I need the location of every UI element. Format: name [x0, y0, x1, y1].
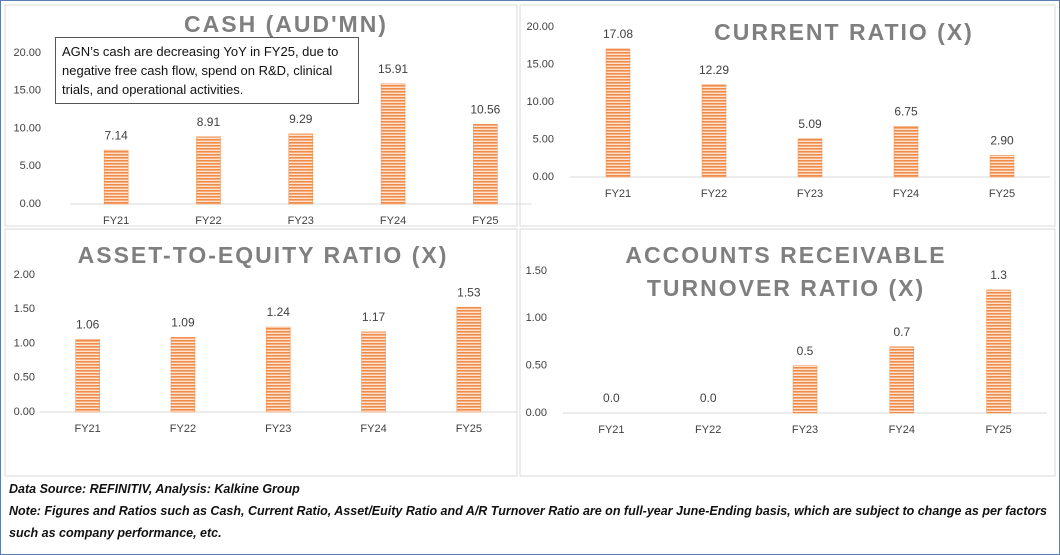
data-label: 2.90 [990, 133, 1014, 147]
panel [519, 4, 1056, 227]
data-label: 0.7 [893, 325, 910, 339]
y-tick-label: 15.00 [526, 58, 554, 70]
bar [792, 365, 818, 414]
bar [196, 136, 221, 205]
y-tick-label: 15.00 [13, 85, 41, 97]
y-tick-label: 20.00 [526, 21, 554, 33]
x-tick-label: FY24 [889, 424, 915, 436]
data-label: 0.0 [603, 391, 620, 405]
y-tick-label: 5.00 [20, 160, 41, 172]
data-label: 0.5 [797, 344, 814, 358]
x-tick-label: FY22 [695, 424, 721, 436]
bar [986, 289, 1011, 414]
data-label: 1.09 [171, 316, 195, 330]
y-tick-label: 0.00 [20, 198, 41, 210]
bar [103, 149, 129, 205]
data-label: 1.06 [76, 318, 100, 332]
panel [4, 4, 518, 227]
bar [361, 331, 386, 413]
x-tick-label: FY21 [605, 188, 631, 200]
y-tick-label: 20.00 [13, 47, 41, 59]
x-tick-label: FY23 [265, 423, 291, 435]
bar [605, 48, 631, 178]
data-label: 0.0 [700, 391, 717, 405]
x-tick-label: FY24 [360, 423, 386, 435]
bar [170, 337, 196, 413]
x-tick-label: FY24 [380, 215, 406, 227]
bar [456, 306, 482, 413]
chart-title: ACCOUNTS RECEIVABLE [625, 242, 946, 268]
data-label: 8.91 [197, 115, 221, 129]
bar [989, 155, 1015, 178]
chart-title: TURNOVER RATIO (X) [647, 275, 925, 301]
bar [380, 83, 406, 205]
data-label: 7.14 [104, 128, 128, 142]
x-tick-label: FY25 [985, 424, 1011, 436]
data-label: 17.08 [603, 27, 633, 41]
data-label: 1.17 [362, 310, 386, 324]
source-note: Data Source: REFINITIV, Analysis: Kalkin… [9, 482, 300, 496]
bar [473, 124, 498, 205]
x-tick-label: FY23 [797, 188, 823, 200]
bar [893, 126, 919, 178]
footer-notes: Data Source: REFINITIV, Analysis: Kalkin… [9, 478, 1049, 544]
y-tick-label: 2.00 [14, 269, 35, 281]
panel [4, 228, 518, 477]
annotation: AGN’s cash are decreasing YoY in FY25, d… [55, 37, 359, 104]
chart-title: CASH (AUD'MN) [184, 11, 388, 37]
bar [701, 84, 727, 178]
data-label: 1.3 [990, 268, 1007, 282]
x-tick-label: FY21 [598, 424, 624, 436]
data-label: 1.24 [267, 305, 291, 319]
chart-title: CURRENT RATIO (X) [714, 19, 974, 45]
y-tick-label: 0.00 [533, 171, 554, 183]
y-tick-label: 1.00 [526, 312, 547, 324]
y-tick-label: 5.00 [533, 133, 554, 145]
y-tick-label: 0.00 [526, 407, 547, 419]
bar [889, 346, 915, 414]
data-label: 9.29 [289, 112, 313, 126]
panel [519, 228, 1056, 477]
bar [75, 339, 100, 413]
x-tick-label: FY21 [75, 423, 101, 435]
x-tick-label: FY22 [195, 215, 221, 227]
data-label: 6.75 [894, 105, 918, 119]
y-tick-label: 1.50 [526, 265, 547, 277]
y-tick-label: 0.50 [526, 360, 547, 372]
x-tick-label: FY25 [989, 188, 1015, 200]
x-tick-label: FY23 [288, 215, 314, 227]
x-tick-label: FY24 [893, 188, 919, 200]
x-tick-label: FY23 [792, 424, 818, 436]
data-label: 15.91 [378, 62, 408, 76]
y-tick-label: 10.00 [526, 96, 554, 108]
x-tick-label: FY22 [701, 188, 727, 200]
data-label: 1.53 [457, 285, 481, 299]
bar [288, 133, 313, 205]
data-label: 10.56 [470, 102, 500, 116]
x-tick-label: FY22 [170, 423, 196, 435]
data-label: 12.29 [699, 63, 729, 77]
x-tick-label: FY25 [456, 423, 482, 435]
y-tick-label: 0.00 [14, 406, 35, 418]
disclaimer-note: Note: Figures and Ratios such as Cash, C… [9, 504, 1047, 540]
bar [797, 138, 823, 178]
y-tick-label: 1.00 [14, 337, 35, 349]
data-label: 5.09 [798, 117, 822, 131]
x-tick-label: FY25 [472, 215, 498, 227]
x-tick-label: FY21 [103, 215, 129, 227]
y-tick-label: 1.50 [14, 303, 35, 315]
bar [266, 326, 291, 413]
y-tick-label: 0.50 [14, 372, 35, 384]
y-tick-label: 10.00 [13, 122, 41, 134]
chart-title: ASSET-TO-EQUITY RATIO (X) [78, 242, 449, 268]
